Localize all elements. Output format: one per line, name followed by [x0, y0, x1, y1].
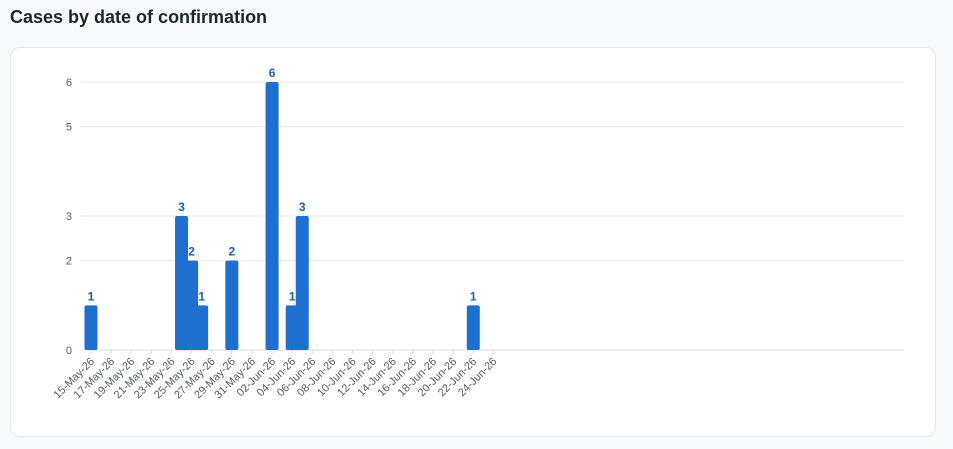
bar[interactable]	[225, 260, 239, 350]
bar[interactable]	[466, 305, 480, 350]
page-title: Cases by date of confirmation	[10, 7, 268, 27]
bar[interactable]	[295, 216, 309, 350]
cases-bar-chart: 0 2 3 5 6 1 3 2 1 2 6 1 3 1 15-May-2617-May-2619-May…	[51, 66, 904, 401]
bar[interactable]	[195, 305, 209, 350]
bar[interactable]	[185, 260, 199, 350]
y-tick-label: 2	[66, 256, 72, 268]
x-axis-ticks: 15-May-2617-May-2619-May-2621-May-2623-M…	[51, 350, 500, 401]
y-tick-label: 0	[66, 345, 72, 357]
y-grid	[81, 81, 904, 351]
bar-data-label: 2	[228, 245, 235, 259]
bar-data-label: 3	[299, 200, 306, 214]
bar-data-label: 2	[188, 245, 195, 259]
y-tick-label: 3	[66, 211, 72, 223]
y-tick-label: 6	[66, 77, 72, 89]
bar-data-label: 3	[178, 200, 185, 214]
bar[interactable]	[265, 82, 279, 350]
bar-data-label: 1	[289, 289, 296, 303]
y-axis-ticks: 0 2 3 5 6	[66, 77, 72, 357]
chart-card: 0 2 3 5 6 1 3 2 1 2 6 1 3 1 15-May-26 17-May-26 19-May…	[10, 47, 936, 437]
bar[interactable]	[175, 216, 189, 350]
bar[interactable]	[84, 305, 98, 350]
bars	[84, 82, 480, 350]
data-labels: 1 3 2 1 2 6 1 3 1	[88, 66, 477, 303]
bar-data-label: 1	[88, 289, 95, 303]
bar-data-label: 1	[470, 289, 477, 303]
y-tick-label: 5	[66, 122, 72, 134]
bar-data-label: 1	[198, 289, 205, 303]
bar[interactable]	[285, 305, 299, 350]
bar-data-label: 6	[269, 66, 276, 80]
